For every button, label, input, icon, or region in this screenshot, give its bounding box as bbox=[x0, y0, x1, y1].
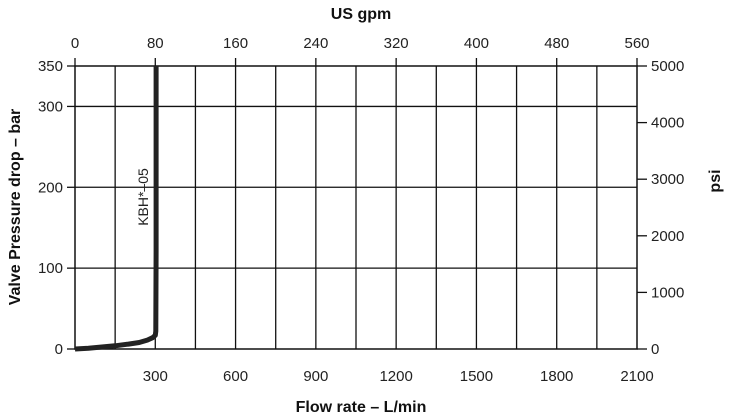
left-axis-title: Valve Pressure drop – bar bbox=[7, 109, 24, 306]
y-tick-label: 100 bbox=[38, 260, 63, 277]
top-tick-label: 320 bbox=[384, 35, 409, 52]
top-tick-label: 0 bbox=[71, 35, 79, 52]
x-tick-label: 1800 bbox=[540, 368, 573, 385]
right-tick-label: 0 bbox=[651, 341, 659, 358]
series-label-kbh-05: KBH*–05 bbox=[135, 168, 151, 226]
x-tick-label: 300 bbox=[143, 368, 168, 385]
y-tick-label: 200 bbox=[38, 179, 63, 196]
x-tick-label: 1500 bbox=[460, 368, 493, 385]
y-tick-label: 300 bbox=[38, 98, 63, 115]
series-line-kbh-05 bbox=[74, 66, 159, 352]
ticks: 300 600 900 1200 1500 1800 2100 0 100 200 300 350 0 8… bbox=[38, 35, 684, 385]
top-tick-label: 400 bbox=[464, 35, 489, 52]
y-tick-label: 0 bbox=[55, 341, 63, 358]
top-axis-title: US gpm bbox=[331, 6, 391, 23]
top-tick-label: 240 bbox=[303, 35, 328, 52]
top-tick-label: 160 bbox=[223, 35, 248, 52]
right-tick-label: 3000 bbox=[651, 171, 684, 188]
x-tick-label: 2100 bbox=[620, 368, 653, 385]
right-tick-label: 5000 bbox=[651, 58, 684, 75]
right-tick-label: 4000 bbox=[651, 115, 684, 132]
bottom-axis-title: Flow rate – L/min bbox=[296, 399, 427, 416]
x-tick-label: 900 bbox=[303, 368, 328, 385]
x-tick-label: 600 bbox=[223, 368, 248, 385]
top-tick-label: 80 bbox=[147, 35, 164, 52]
grid bbox=[75, 66, 637, 349]
right-tick-label: 1000 bbox=[651, 284, 684, 301]
right-tick-label: 2000 bbox=[651, 228, 684, 245]
top-tick-label: 480 bbox=[544, 35, 569, 52]
top-tick-label: 560 bbox=[624, 35, 649, 52]
y-tick-label: 350 bbox=[38, 58, 63, 75]
right-axis-title: psi bbox=[707, 169, 724, 192]
x-tick-label: 1200 bbox=[379, 368, 412, 385]
plot-frame bbox=[74, 65, 638, 350]
